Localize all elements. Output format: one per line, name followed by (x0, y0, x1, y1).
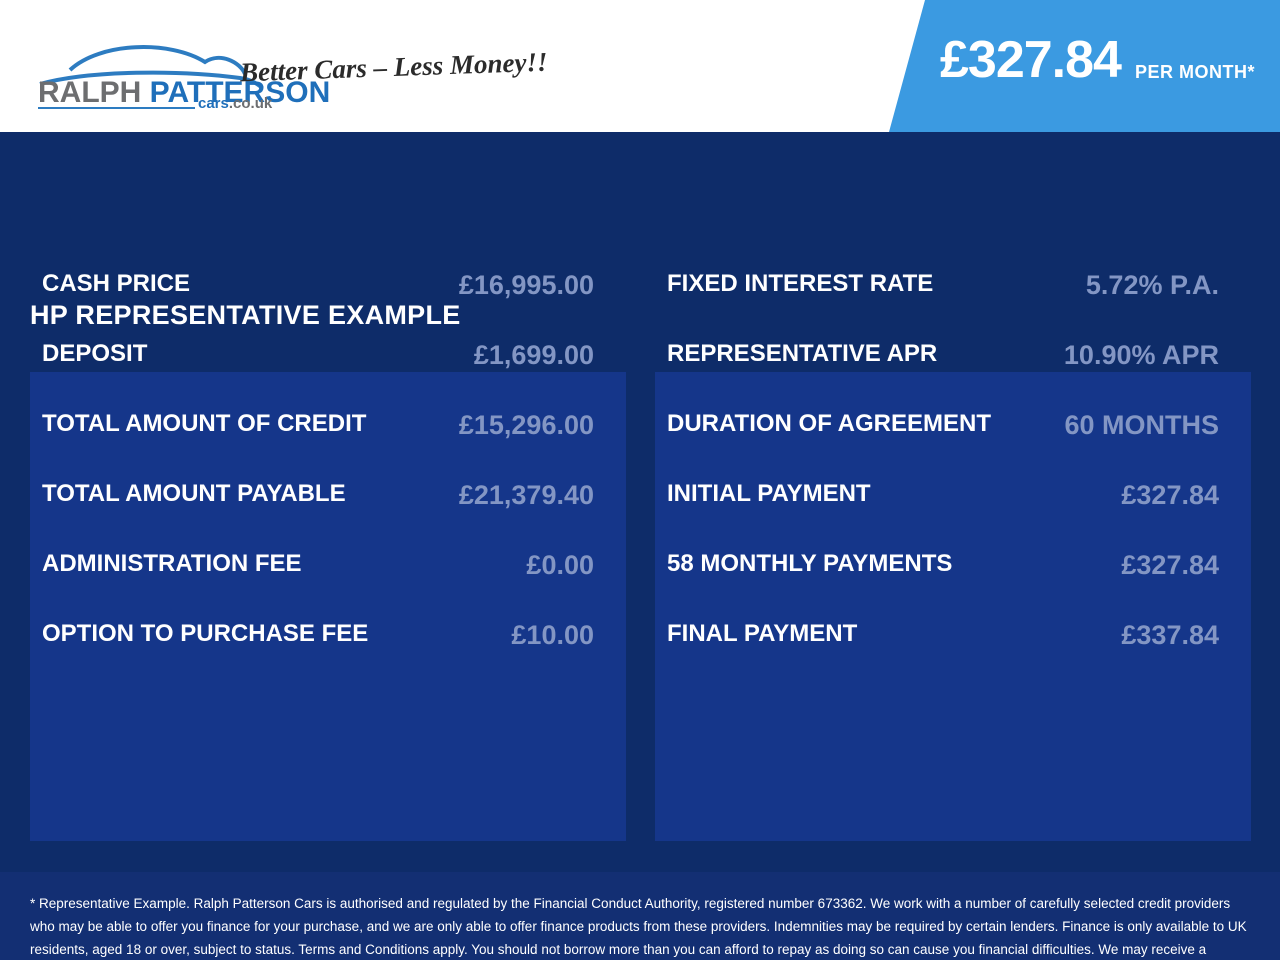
svg-text:cars.co.uk: cars.co.uk (198, 95, 273, 112)
